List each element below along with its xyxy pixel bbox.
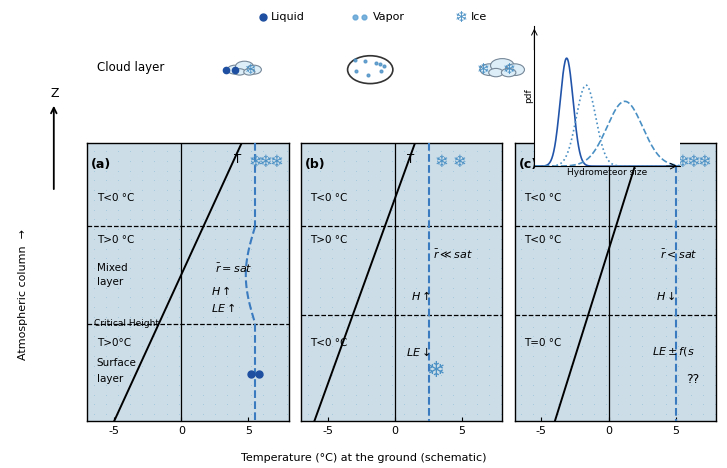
Text: Cloud layer: Cloud layer: [97, 61, 164, 74]
Text: $LE\uparrow$: $LE\uparrow$: [211, 300, 236, 314]
Ellipse shape: [360, 60, 381, 72]
Text: T>0 °C: T>0 °C: [310, 235, 348, 245]
Text: ❄: ❄: [248, 153, 262, 171]
Text: Critical Height: Critical Height: [94, 319, 159, 328]
Text: (c): (c): [518, 158, 538, 171]
Text: T>0°C: T>0°C: [97, 338, 131, 348]
Ellipse shape: [236, 61, 254, 72]
Ellipse shape: [244, 69, 255, 75]
Ellipse shape: [350, 65, 367, 75]
Text: ❄: ❄: [477, 62, 490, 77]
Ellipse shape: [358, 68, 371, 76]
Text: $LE\downarrow$: $LE\downarrow$: [406, 345, 430, 358]
Text: T<0 °C: T<0 °C: [97, 193, 134, 204]
Text: ❄: ❄: [502, 62, 515, 77]
Ellipse shape: [369, 68, 382, 76]
Text: $\bar{r} \ll sat$: $\bar{r} \ll sat$: [433, 248, 473, 261]
Text: T<0 °C: T<0 °C: [310, 338, 348, 348]
Ellipse shape: [247, 65, 262, 74]
Text: ❄: ❄: [452, 153, 467, 171]
Text: $H\uparrow$: $H\uparrow$: [411, 289, 430, 302]
Text: ❄: ❄: [259, 153, 273, 171]
X-axis label: Hydrometeor size: Hydrometeor size: [567, 168, 647, 176]
Text: T<0 °C: T<0 °C: [524, 193, 561, 204]
Text: $LE \pm f(s$: $LE \pm f(s$: [651, 345, 694, 358]
Text: Vapor: Vapor: [374, 13, 406, 22]
Ellipse shape: [489, 68, 503, 77]
Text: $H\uparrow$: $H\uparrow$: [211, 284, 230, 297]
Text: layer: layer: [97, 277, 123, 287]
Text: ❄: ❄: [426, 361, 445, 381]
Text: ❄: ❄: [455, 10, 467, 25]
Text: ❄: ❄: [245, 63, 257, 77]
Ellipse shape: [480, 64, 499, 75]
Text: ❄: ❄: [686, 153, 700, 171]
Text: T: T: [635, 153, 642, 166]
Text: $H\downarrow$: $H\downarrow$: [656, 290, 675, 302]
Text: ❄: ❄: [270, 153, 284, 171]
Text: T=0 °C: T=0 °C: [524, 338, 561, 348]
Text: Atmospheric column  →: Atmospheric column →: [18, 229, 28, 360]
Text: T: T: [234, 153, 241, 166]
Text: (b): (b): [305, 158, 326, 171]
Ellipse shape: [228, 65, 242, 74]
Ellipse shape: [502, 68, 516, 77]
Text: $\bar{r} = sat$: $\bar{r} = sat$: [215, 262, 252, 275]
Ellipse shape: [505, 64, 524, 75]
Text: Liquid: Liquid: [271, 13, 305, 22]
Text: Z: Z: [50, 87, 59, 100]
Ellipse shape: [234, 69, 245, 75]
Text: Surface: Surface: [97, 358, 137, 368]
Text: ❄: ❄: [435, 153, 449, 171]
Text: T: T: [407, 153, 414, 166]
Text: layer: layer: [97, 374, 123, 384]
Y-axis label: pdf: pdf: [524, 88, 533, 103]
Text: ❄: ❄: [675, 153, 689, 171]
Text: ??: ??: [686, 373, 700, 386]
Ellipse shape: [348, 56, 393, 84]
Text: Ice: Ice: [471, 13, 487, 22]
Ellipse shape: [491, 58, 514, 73]
Ellipse shape: [373, 65, 390, 75]
Text: Mixed: Mixed: [97, 263, 127, 273]
Text: (a): (a): [92, 158, 111, 171]
Text: T<0 °C: T<0 °C: [310, 193, 348, 204]
Text: Temperature (°C) at the ground (schematic): Temperature (°C) at the ground (schemati…: [241, 453, 486, 463]
Text: T>0 °C: T>0 °C: [97, 235, 134, 245]
Text: $\bar{r} < sat$: $\bar{r} < sat$: [659, 248, 697, 261]
Text: T<0 °C: T<0 °C: [524, 235, 561, 245]
Text: ❄: ❄: [697, 153, 711, 171]
